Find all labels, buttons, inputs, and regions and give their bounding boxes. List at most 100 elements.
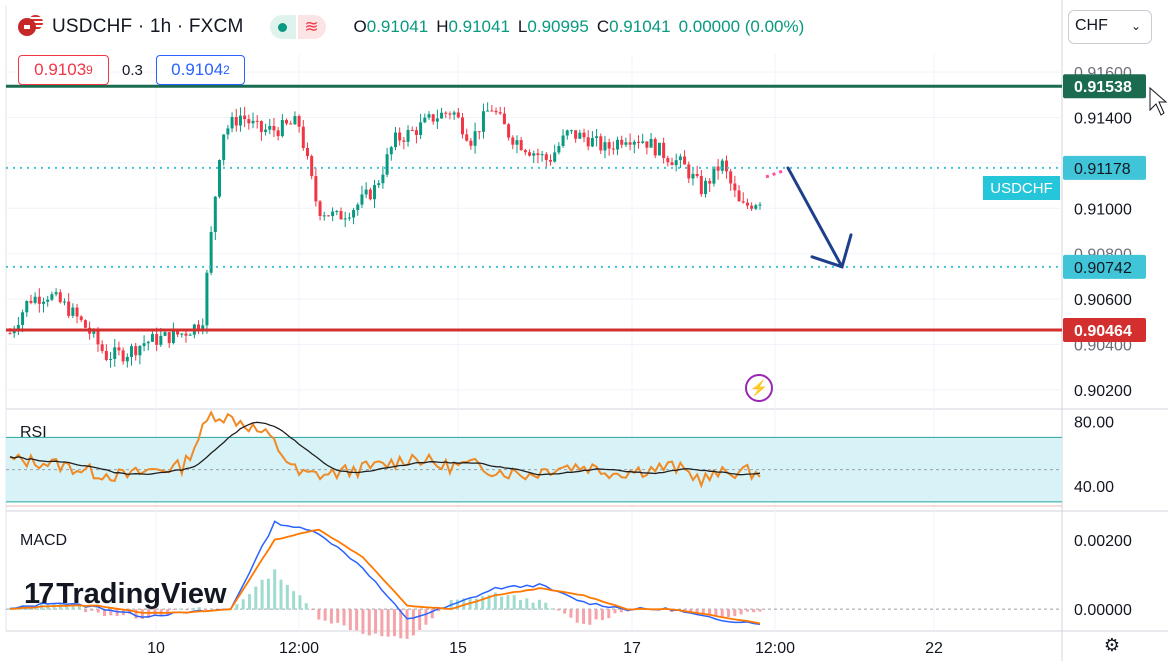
macd-histogram-bar: [474, 598, 478, 610]
macd-histogram-bar: [582, 609, 586, 624]
rsi-pane-label: RSI: [20, 424, 47, 441]
candle: [641, 141, 645, 143]
lightning-icon[interactable]: ⚡: [745, 374, 773, 402]
candle: [247, 119, 251, 124]
candle: [322, 215, 326, 217]
macd-histogram-bar: [361, 609, 365, 634]
candle: [289, 123, 293, 125]
candle: [285, 119, 289, 124]
macd-histogram-bar: [733, 609, 737, 617]
candle: [632, 141, 636, 145]
candle: [150, 334, 154, 342]
candle: [724, 160, 728, 172]
candle: [565, 130, 569, 136]
macd-histogram-bar: [103, 609, 107, 617]
candle: [636, 141, 640, 143]
macd-histogram-bar: [374, 609, 378, 634]
candle: [314, 176, 318, 202]
candle: [708, 180, 712, 184]
candle: [649, 138, 653, 148]
candle: [58, 292, 62, 303]
candle: [130, 346, 134, 357]
candle: [134, 346, 138, 356]
tradingview-mark-icon: 17: [24, 578, 54, 610]
candle: [569, 130, 573, 132]
macd-histogram-bar: [71, 605, 75, 610]
candle: [142, 343, 146, 346]
candle: [92, 331, 96, 334]
level-price-label: 0.91178: [1074, 161, 1131, 178]
candle: [205, 272, 209, 326]
macd-histogram-bar: [317, 609, 321, 620]
level-price-tag: [1063, 254, 1146, 279]
macd-histogram-bar: [714, 609, 718, 617]
candle: [440, 112, 444, 119]
candle: [381, 174, 385, 184]
macd-histogram-bar: [462, 598, 466, 610]
macd-histogram-bar: [386, 609, 390, 637]
candle: [201, 325, 205, 331]
macd-tick-label: 0.00200: [1074, 533, 1132, 550]
projection-arrow: [786, 166, 853, 269]
candle: [159, 335, 163, 345]
candle: [599, 136, 603, 151]
candle: [83, 320, 87, 328]
macd-histogram-bar: [701, 609, 705, 614]
candle: [188, 334, 192, 336]
currency-select[interactable]: CHF ⌄: [1068, 10, 1152, 44]
macd-histogram-bar: [550, 608, 554, 610]
candle: [331, 211, 335, 217]
projection-dash: [765, 168, 787, 179]
candle: [293, 116, 297, 125]
candle: [691, 173, 695, 179]
symbol-title[interactable]: USDCHF · 1h · FXCM: [52, 16, 244, 37]
macd-histogram-bar: [607, 609, 611, 619]
macd-histogram-bar: [235, 604, 239, 610]
macd-histogram-bar: [739, 609, 743, 615]
candle: [318, 201, 322, 217]
candle: [536, 153, 540, 156]
settings-gear-icon[interactable]: ⚙: [1103, 635, 1121, 655]
macd-histogram-bar: [109, 609, 113, 616]
chart-header: USDCHF · 1h · FXCM ≋ O0.91041 H0.91041 L…: [18, 13, 804, 41]
candle: [343, 218, 347, 220]
candle: [469, 140, 473, 146]
macd-histogram-bar: [367, 609, 371, 636]
sell-button[interactable]: 0.9103 9: [18, 55, 109, 85]
candle: [176, 330, 180, 335]
candle: [385, 154, 389, 175]
candle: [490, 110, 494, 112]
macd-histogram-bar: [600, 609, 604, 621]
macd-histogram-bar: [481, 596, 485, 610]
candle: [507, 124, 511, 138]
macd-histogram-bar: [197, 607, 201, 610]
candle: [167, 332, 171, 344]
candle: [301, 126, 305, 148]
macd-histogram-bar: [90, 609, 94, 611]
candle: [498, 112, 502, 114]
candle: [138, 345, 142, 356]
candle: [335, 210, 339, 212]
macd-histogram-bar: [500, 596, 504, 610]
macd-histogram-bar: [758, 609, 762, 612]
macd-histogram-bar: [512, 595, 516, 610]
macd-histogram-bar: [178, 608, 182, 610]
macd-histogram-bar: [556, 609, 560, 611]
candle: [486, 110, 490, 112]
macd-histogram-bar: [531, 602, 535, 610]
candle: [113, 347, 117, 359]
candle: [481, 111, 485, 132]
macd-histogram-bar: [342, 609, 346, 626]
market-status-pill[interactable]: ≋: [269, 15, 326, 39]
level-price-tag: [1063, 155, 1146, 180]
x-tick-label: 12:00: [755, 640, 795, 657]
macd-signal-line: [9, 528, 761, 625]
candle: [100, 344, 104, 351]
macd-histogram-bar: [298, 595, 302, 610]
macd-histogram-bar: [720, 609, 724, 618]
candle: [280, 119, 284, 137]
candle: [519, 140, 523, 151]
buy-button[interactable]: 0.9104 2: [156, 55, 245, 85]
candle: [674, 160, 678, 166]
